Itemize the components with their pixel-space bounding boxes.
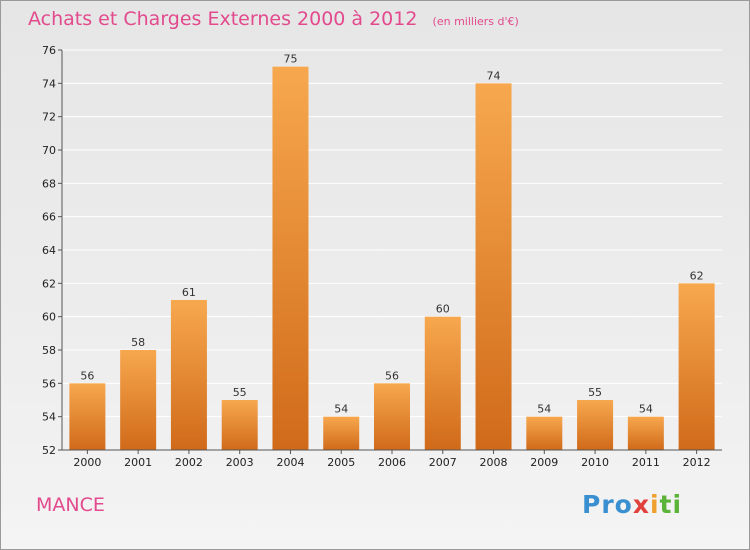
x-tick-label: 2000: [73, 456, 101, 469]
bar-value-label: 54: [537, 403, 551, 416]
y-tick-label: 52: [42, 444, 56, 457]
logo-part-1: Pro: [582, 490, 633, 519]
city-name: MANCE: [36, 494, 105, 516]
proxiti-logo[interactable]: Proxiti: [582, 490, 682, 519]
bar: [678, 283, 715, 450]
bar: [170, 300, 207, 450]
logo-part-2: x: [632, 490, 650, 519]
chart-title: Achats et Charges Externes 2000 à 2012: [28, 8, 418, 30]
bar-value-label: 56: [385, 369, 399, 382]
bar: [272, 66, 309, 451]
y-tick-label: 58: [42, 344, 56, 357]
bar-value-label: 62: [690, 269, 704, 282]
y-tick-label: 74: [42, 77, 56, 90]
bars: 56 58 61 55 75 54 56 60 74 54 55 54 62: [69, 53, 715, 451]
x-tick-label: 2010: [581, 456, 609, 469]
x-tick-label: 2003: [226, 456, 254, 469]
x-axis: 2000 2001 2002 2003 2004 2005 2006 2007 2008 2009…: [62, 449, 722, 469]
bar: [424, 316, 461, 450]
y-tick-label: 76: [42, 44, 56, 57]
y-tick-label: 62: [42, 277, 56, 290]
logo-part-4: ti: [659, 490, 683, 519]
y-tick-label: 56: [42, 377, 56, 390]
y-tick-label: 64: [42, 244, 56, 257]
chart-subtitle: (en milliers d'€): [432, 15, 519, 28]
bar-value-label: 74: [487, 69, 501, 82]
bar-value-label: 75: [283, 53, 297, 66]
y-tick-label: 72: [42, 111, 56, 124]
chart-header: Achats et Charges Externes 2000 à 2012 (…: [28, 8, 519, 30]
bar: [323, 416, 360, 450]
x-tick-label: 2011: [632, 456, 660, 469]
bar-value-label: 61: [182, 286, 196, 299]
y-tick-label: 54: [42, 411, 56, 424]
x-tick-label: 2002: [175, 456, 203, 469]
bar-value-label: 56: [80, 369, 94, 382]
bar: [374, 383, 410, 450]
bar: [475, 83, 512, 450]
bar-value-label: 54: [334, 403, 348, 416]
x-tick-label: 2005: [327, 456, 355, 469]
bar: [221, 400, 258, 450]
y-tick-label: 70: [42, 144, 56, 157]
x-tick-label: 2008: [480, 456, 508, 469]
x-tick-label: 2001: [124, 456, 152, 469]
x-tick-label: 2006: [378, 456, 406, 469]
y-tick-label: 60: [42, 311, 56, 324]
bar-value-label: 54: [639, 403, 653, 416]
x-tick-label: 2007: [429, 456, 457, 469]
bar: [526, 416, 563, 450]
bar-value-label: 55: [588, 386, 602, 399]
bar: [627, 416, 664, 450]
y-tick-label: 66: [42, 211, 56, 224]
y-axis: 52 54 56 58 60 62 64 66 68 70 72 74 76: [42, 44, 63, 457]
bar: [577, 400, 614, 450]
x-tick-label: 2004: [276, 456, 304, 469]
x-tick-label: 2012: [683, 456, 711, 469]
bar: [120, 350, 157, 450]
bar-value-label: 60: [436, 303, 450, 316]
x-tick-label: 2009: [530, 456, 558, 469]
y-tick-label: 68: [42, 177, 56, 190]
bar: [69, 383, 106, 450]
bar-value-label: 55: [233, 386, 247, 399]
bar-value-label: 58: [131, 336, 145, 349]
logo-part-3: i: [649, 490, 660, 519]
